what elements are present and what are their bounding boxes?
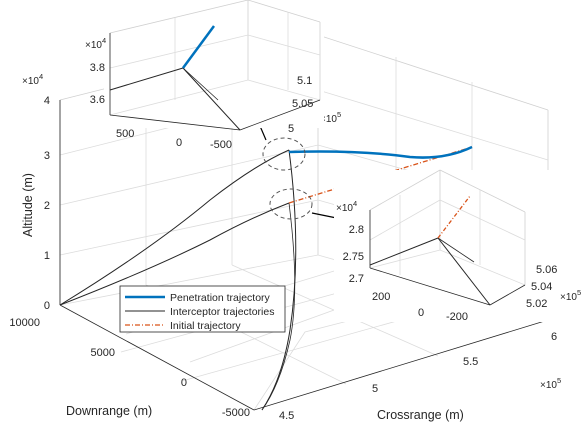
x-tick-label: 10000 bbox=[9, 317, 40, 329]
x-axis-label: Downrange (m) bbox=[66, 404, 152, 418]
legend-label-initial: Initial trajectory bbox=[170, 320, 241, 332]
inset-top-interceptor-line bbox=[109, 67, 184, 91]
z-tick-label: 2 bbox=[44, 200, 50, 212]
top-y-exp-power: 5 bbox=[337, 110, 341, 119]
main-series bbox=[59, 102, 473, 411]
zoom-circle-top bbox=[262, 137, 306, 171]
inset-top-interceptor-line bbox=[182, 67, 241, 131]
z-axis-label: Altitude (m) bbox=[21, 173, 35, 237]
inset-bottom-y-tick: 5.04 bbox=[531, 281, 552, 293]
inset-bottom-z-tick: 2.8 bbox=[349, 224, 364, 236]
inset-bottom-interceptor-line bbox=[437, 237, 491, 306]
z-axis: 0 1 2 3 4 ×104 Altitude (m) bbox=[21, 72, 50, 312]
inset-bottom-y-tick: 5.06 bbox=[536, 264, 557, 276]
x-tick-label: -5000 bbox=[222, 407, 250, 419]
interceptor-trajectory-line bbox=[59, 202, 290, 306]
x-axis: 10000 5000 0 -5000 Downrange (m) bbox=[9, 317, 250, 419]
y-axis-label: Crossrange (m) bbox=[377, 408, 464, 422]
z-tick-label: 0 bbox=[44, 300, 50, 312]
z-exponent-label: ×104 bbox=[22, 72, 43, 87]
inset-bottom-y-exponent: ×105 bbox=[560, 288, 581, 303]
inset-bottom-x-tick: -200 bbox=[446, 311, 468, 323]
inset-top-y-tick: 5.05 bbox=[292, 98, 313, 110]
y-tick-label: 6 bbox=[551, 331, 557, 343]
inset-bottom-z-exp-base: ×10 bbox=[336, 203, 353, 214]
inset-bottom-z-tick: 2.7 bbox=[349, 273, 364, 285]
initial-trajectory-line bbox=[288, 146, 473, 204]
legend-box bbox=[119, 285, 286, 333]
inset-top: ×104 3.6 3.8 500 0 -500 5 5.05 5.1 bbox=[85, 0, 324, 151]
inset-top-z-tick: 3.6 bbox=[90, 94, 105, 106]
y-tick-label: 5 bbox=[372, 383, 378, 395]
y-exponent-label: ×105 bbox=[540, 376, 561, 391]
inset-top-x-tick: 500 bbox=[116, 128, 134, 140]
x-tick-label: 0 bbox=[181, 377, 187, 389]
inset-bottom-y-exp-power: 5 bbox=[577, 288, 581, 297]
inset-top-z-exp-power: 4 bbox=[102, 36, 106, 45]
top-exponent-label: ×105 bbox=[320, 110, 341, 125]
penetration-trajectory-line bbox=[288, 145, 473, 159]
x-tick-label: 5000 bbox=[91, 347, 115, 359]
interceptor-trajectory-line bbox=[59, 149, 290, 306]
legend-label-penetration: Penetration trajectory bbox=[170, 292, 271, 304]
inset-bottom-interceptor-line bbox=[437, 237, 475, 263]
interceptor-trajectory-line bbox=[261, 202, 296, 411]
z-tick-label: 3 bbox=[44, 150, 50, 162]
inset-bottom-z-tick: 2.75 bbox=[343, 251, 364, 263]
inset-bottom: ×104 2.7 2.75 2.8 200 0 -200 5.02 5.04 5… bbox=[334, 169, 584, 323]
z-exp-base: ×10 bbox=[22, 76, 39, 87]
inset-bottom-interceptor-line bbox=[369, 237, 439, 266]
y-exp-power: 5 bbox=[557, 376, 561, 385]
legend-label-interceptor: Interceptor trajectories bbox=[170, 306, 274, 318]
y-tick-label: 5.5 bbox=[463, 356, 478, 368]
inset-bottom-x-tick: 0 bbox=[418, 307, 424, 319]
z-exp-power: 4 bbox=[39, 72, 43, 81]
inset-bottom-x-tick: 200 bbox=[372, 291, 390, 303]
z-tick-label: 4 bbox=[44, 95, 50, 107]
z-tick-label: 1 bbox=[44, 250, 50, 262]
zoom-circle-bottom bbox=[269, 188, 313, 220]
inset-top-z-tick: 3.8 bbox=[90, 62, 105, 74]
top-y-exp-base: ×10 bbox=[320, 114, 337, 125]
inset-top-z-exp-base: ×10 bbox=[85, 40, 102, 51]
inset-top-x-tick: 0 bbox=[176, 137, 182, 149]
inset-bottom-z-exponent: ×104 bbox=[336, 199, 357, 214]
legend: Penetration trajectory Interceptor traje… bbox=[119, 285, 286, 333]
inset-top-penetration-line bbox=[181, 25, 216, 69]
inset-bottom-z-exp-power: 4 bbox=[353, 199, 357, 208]
interceptor-trajectory-line bbox=[261, 149, 297, 411]
inset-top-interceptor-line bbox=[182, 67, 219, 101]
y-exp-base: ×10 bbox=[540, 380, 557, 391]
inset-bottom-y-tick: 5.02 bbox=[526, 298, 547, 310]
inset-top-x-tick: -500 bbox=[210, 139, 232, 151]
y-tick-label: 4.5 bbox=[279, 410, 294, 422]
inset-top-y-tick: 5 bbox=[288, 123, 294, 135]
inset-bottom-y-exp-base: ×10 bbox=[560, 292, 577, 303]
inset-top-z-exponent: ×104 bbox=[85, 36, 106, 51]
y-axis: 4.5 5 5.5 6 ×105 Crossrange (m) bbox=[279, 331, 561, 422]
inset-top-y-tick: 5.1 bbox=[297, 75, 312, 87]
